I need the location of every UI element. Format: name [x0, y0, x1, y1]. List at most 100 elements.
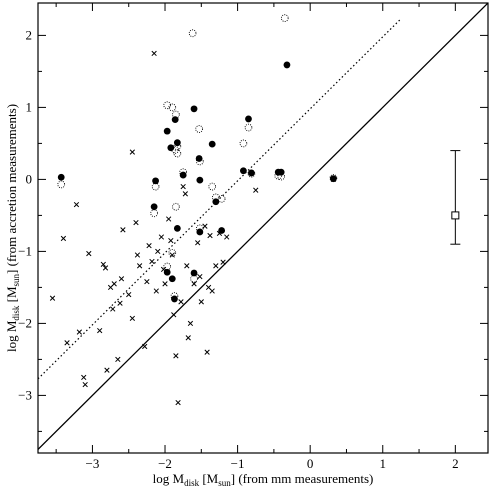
cross-stroke: [224, 234, 230, 240]
cross-stroke: [97, 327, 103, 334]
dotted-circle-point: [172, 110, 180, 119]
dotted-circle-point: [195, 125, 203, 133]
filled-circle-point: [195, 155, 203, 162]
cross-point: [73, 201, 80, 208]
cross-stroke: [86, 250, 92, 257]
dotted-circle-point: [247, 169, 256, 178]
dotted-circle-point: [151, 182, 160, 191]
x-tick-label: 1: [380, 456, 387, 471]
cross-stroke: [102, 265, 109, 271]
cross-stroke: [202, 223, 208, 229]
y-tick-label: 1: [26, 99, 33, 114]
cross-stroke: [155, 248, 161, 255]
filled-circle-point: [171, 295, 178, 303]
cross-point: [155, 248, 161, 255]
cross-point: [49, 295, 56, 301]
dotted-circle-point: [168, 248, 177, 257]
cross-stroke: [104, 367, 110, 373]
cross-point: [86, 250, 92, 257]
x-tick-label: −1: [231, 456, 245, 471]
cross-stroke: [185, 335, 191, 341]
cross-point: [178, 299, 184, 305]
cross-point: [120, 227, 126, 233]
dotted-circle-point: [217, 194, 226, 203]
cross-point: [129, 149, 136, 155]
cross-point: [151, 50, 157, 57]
cross-point: [204, 349, 210, 355]
cross-stroke: [173, 353, 179, 359]
cross-point: [171, 312, 177, 318]
cross-stroke: [126, 291, 132, 298]
cross-point: [60, 235, 67, 242]
cross-point: [184, 263, 190, 269]
cross-stroke: [110, 306, 116, 312]
cross-stroke: [171, 312, 177, 318]
filled-circle-point: [171, 116, 179, 124]
cross-stroke: [253, 187, 259, 193]
cross-point: [198, 299, 204, 305]
error-bar-square-marker: [451, 211, 460, 220]
filled-circle-point: [196, 176, 204, 184]
cross-point: [173, 353, 179, 359]
cross-point: [76, 329, 83, 335]
cross-point: [216, 230, 223, 237]
filled-circle-point: [173, 224, 181, 232]
cross-point: [330, 176, 337, 183]
cross-stroke: [60, 235, 67, 242]
cross-point: [162, 281, 168, 287]
filled-circle-point: [190, 105, 198, 113]
cross-point: [111, 281, 117, 287]
cross-point: [133, 219, 139, 226]
cross-point: [182, 191, 188, 197]
x-tick-label: −2: [158, 456, 172, 471]
cross-point: [207, 232, 213, 239]
cross-stroke: [205, 284, 212, 291]
cross-point: [195, 240, 201, 246]
cross-stroke: [100, 261, 106, 268]
filled-circle-point: [163, 268, 171, 276]
cross-stroke: [195, 240, 201, 246]
filled-circle-point: [179, 171, 187, 179]
cross-point: [146, 242, 152, 249]
cross-point: [153, 288, 159, 294]
cross-point: [149, 258, 155, 265]
dotted-circle-point: [168, 103, 177, 112]
dotted-relation-line: [38, 18, 402, 380]
cross-stroke: [129, 149, 136, 155]
dotted-circle-point: [277, 172, 285, 181]
dotted-circle-point: [274, 171, 283, 180]
dotted-circle-point: [163, 262, 172, 271]
filled-circle-point: [150, 203, 158, 211]
cross-stroke: [198, 299, 204, 305]
cross-stroke: [146, 242, 152, 249]
filled-circle-point: [208, 140, 216, 148]
dotted-circle-point: [179, 168, 188, 177]
cross-point: [160, 266, 167, 273]
dotted-circle-point: [188, 29, 197, 38]
cross-point: [115, 356, 121, 363]
dotted-circle-point: [244, 123, 253, 132]
dotted-circle-point: [171, 146, 180, 154]
error-bar: [450, 150, 461, 245]
dotted-circle-point: [208, 182, 217, 191]
cross-point: [213, 263, 219, 269]
filled-circle-point: [167, 144, 175, 152]
cross-stroke: [73, 201, 80, 208]
dotted-circle-point: [173, 149, 182, 158]
filled-circle-point: [163, 127, 171, 135]
y-tick-label: −2: [18, 315, 32, 330]
cross-point: [185, 335, 191, 341]
cross-stroke: [197, 273, 203, 280]
cross-point: [165, 216, 172, 222]
y-tick-label: −3: [18, 387, 32, 402]
cross-stroke: [129, 315, 136, 322]
cross-stroke: [169, 252, 175, 258]
cross-point: [110, 306, 116, 312]
cross-stroke: [162, 281, 168, 287]
filled-circle-point: [152, 177, 159, 185]
cross-stroke: [168, 237, 174, 244]
cross-point: [104, 367, 110, 373]
dotted-circle-point: [150, 209, 158, 218]
cross-stroke: [118, 276, 125, 282]
cross-point: [144, 278, 150, 285]
